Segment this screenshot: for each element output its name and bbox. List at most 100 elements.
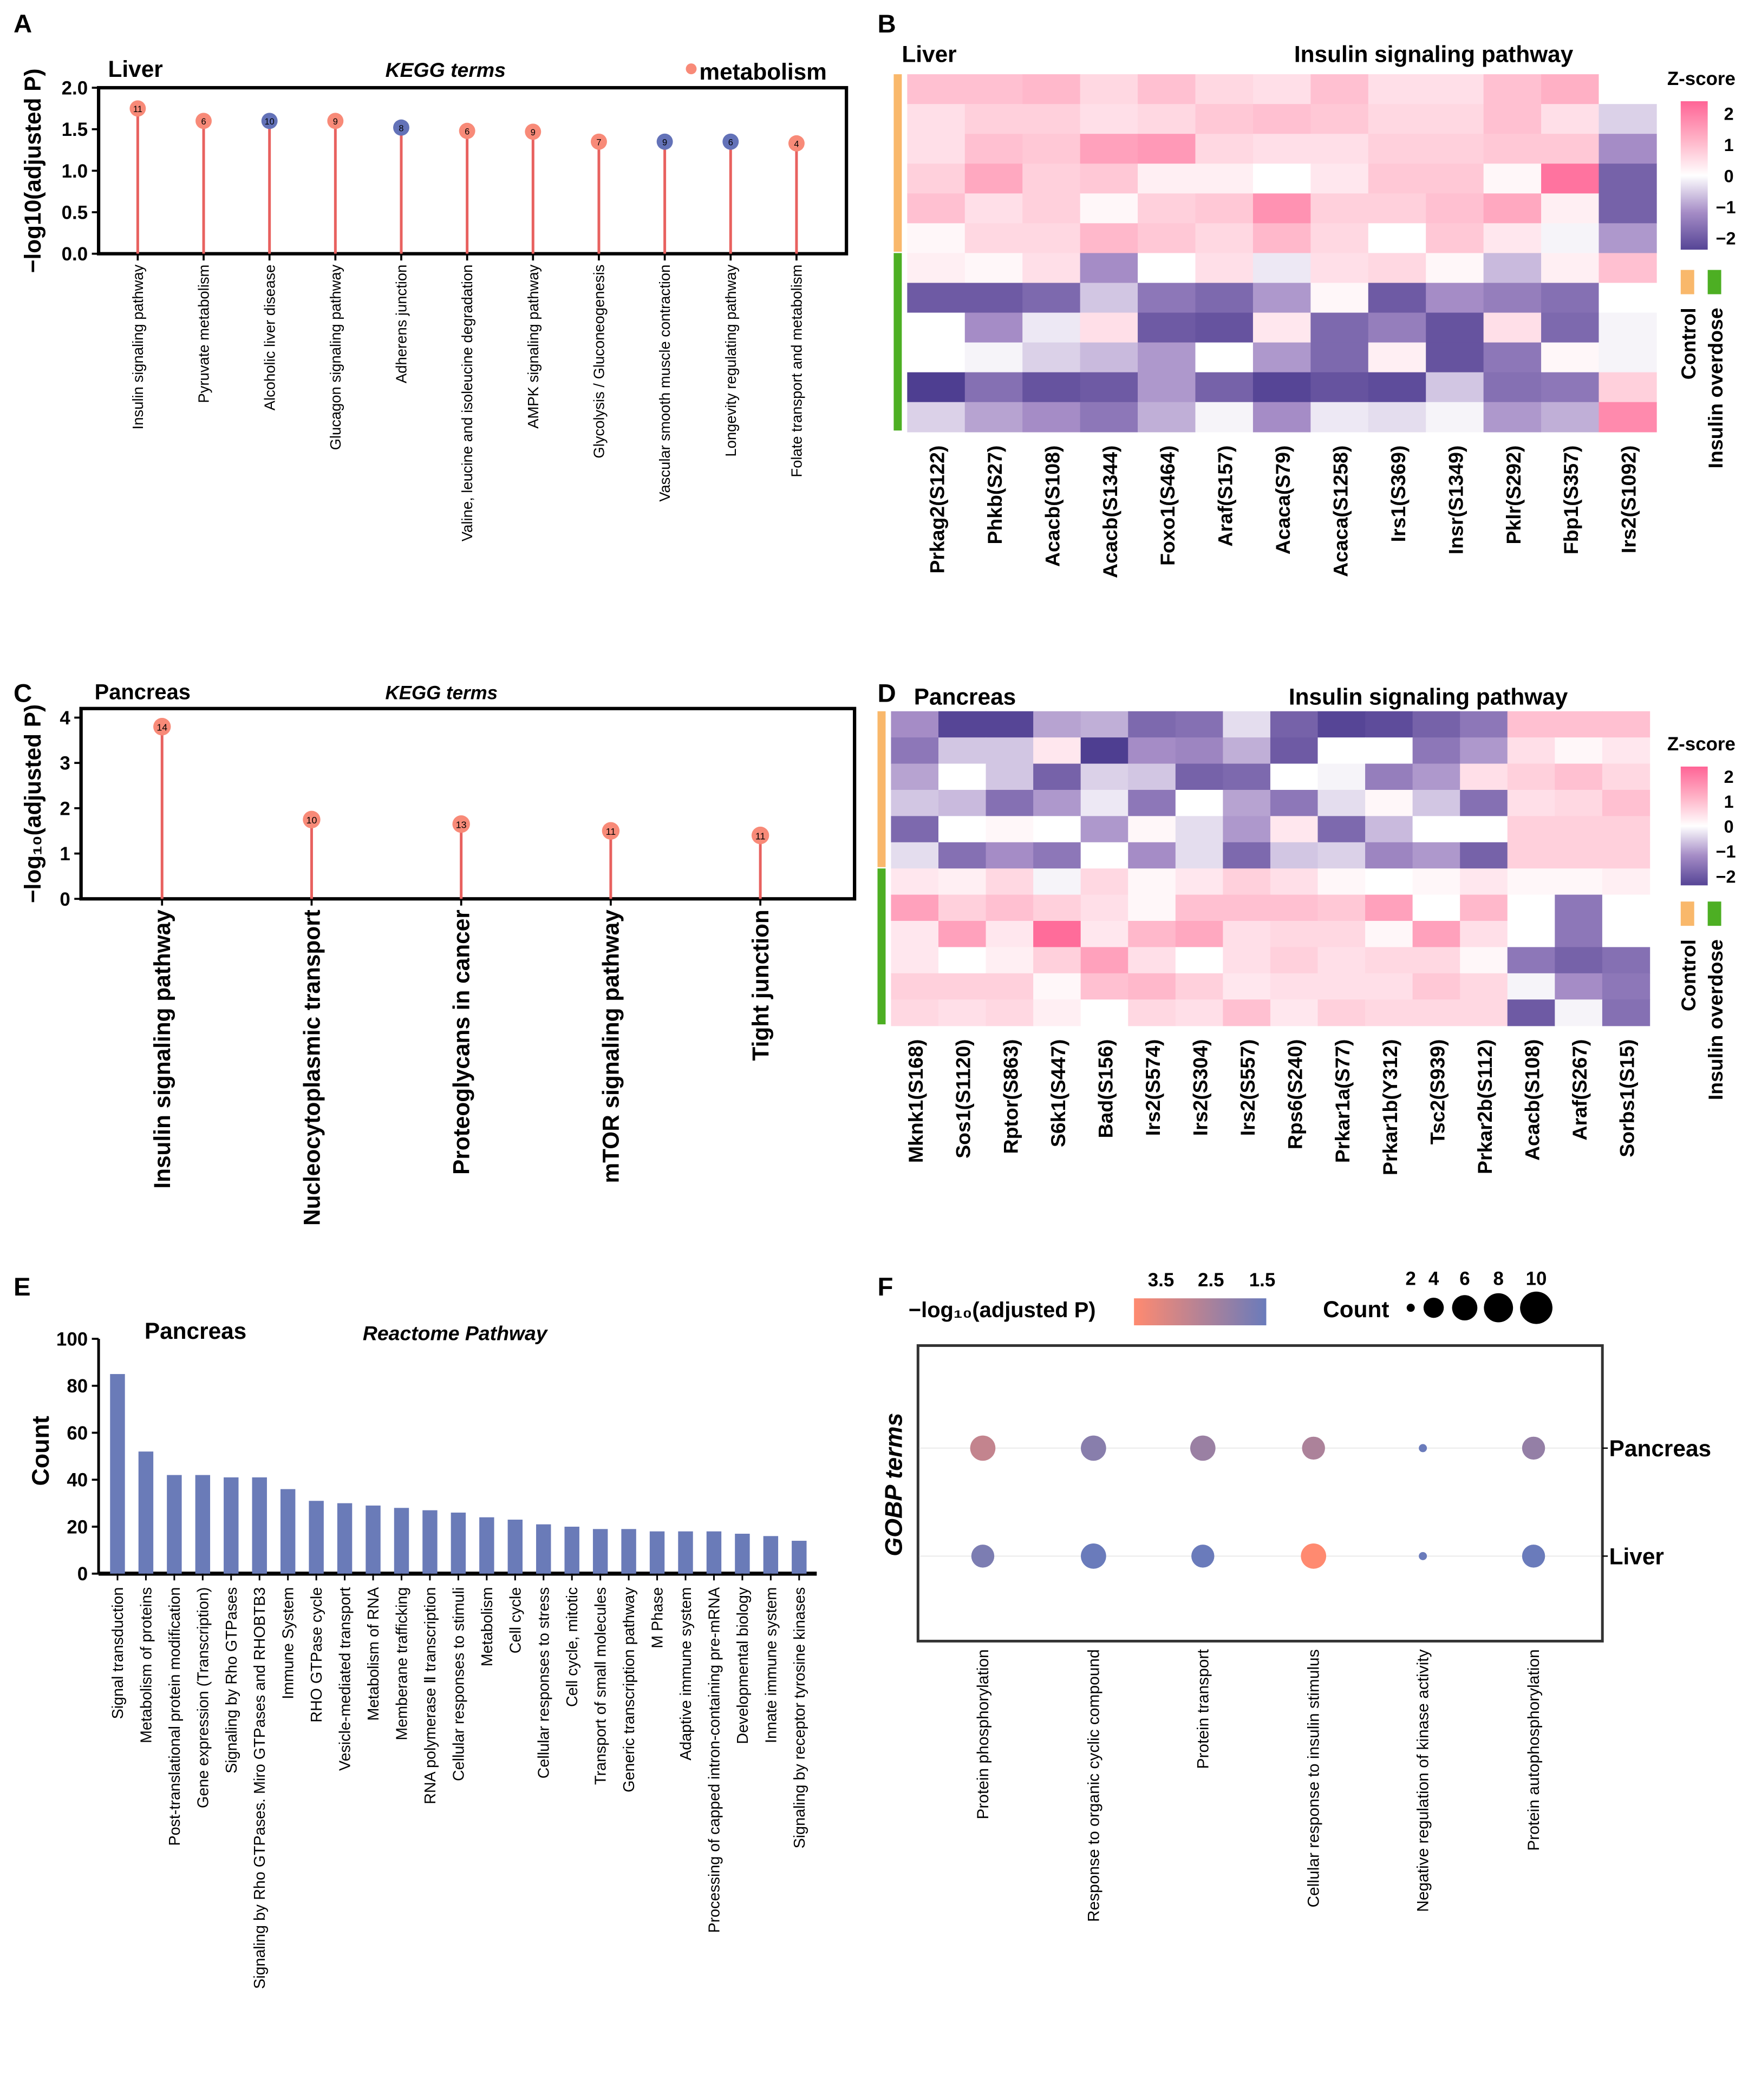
heatmap-cell: [1223, 789, 1271, 817]
x-category-label: Valine, leucine and isoleucine degradati…: [459, 265, 475, 541]
x-category-label: Metabolism of proteins: [138, 1587, 155, 1743]
heatmap-cell: [964, 134, 1023, 165]
bubble: [1419, 1552, 1427, 1560]
heatmap-cell: [1426, 372, 1484, 403]
heatmap-cell: [1483, 104, 1542, 134]
heatmap-cell: [1195, 163, 1254, 194]
heatmap-cell: [1317, 947, 1366, 974]
x-category-label: Signaling by Rho GTPases: [223, 1587, 240, 1774]
heatmap-cell: [1128, 947, 1176, 974]
column-label: Araf(S267): [1568, 1039, 1591, 1141]
heatmap-cell: [1365, 789, 1413, 817]
size-legend-tick: 10: [1526, 1268, 1547, 1289]
tissue-label: Pancreas: [914, 684, 1016, 709]
y-tick-label: 60: [67, 1423, 88, 1444]
y-axis-label: −log₁₀(adjusted P): [20, 704, 45, 903]
heatmap-cell: [1080, 104, 1138, 134]
point-count-label: 4: [794, 139, 799, 149]
heatmap-cell: [1195, 104, 1254, 134]
heatmap-cell: [907, 283, 965, 313]
heatmap-cell: [1270, 999, 1319, 1026]
size-legend-circle: [1406, 1304, 1415, 1312]
bar: [110, 1374, 125, 1574]
heatmap-cell: [1033, 999, 1081, 1026]
heatmap-cell: [1460, 894, 1508, 921]
bubble: [1081, 1543, 1106, 1569]
heatmap-cell: [1541, 223, 1600, 254]
heatmap-cell: [891, 711, 939, 738]
heatmap-cell: [1128, 789, 1176, 817]
heatmap-cell: [938, 921, 987, 948]
bar: [621, 1529, 636, 1574]
heatmap-cell: [1252, 134, 1312, 165]
heatmap-cell: [1602, 973, 1650, 1000]
chart-title: Reactome Pathway: [363, 1322, 549, 1344]
x-category-label: Glycolysis / Gluconeogenesis: [591, 265, 608, 459]
column-label: Irs2(S557): [1236, 1039, 1259, 1136]
heatmap-cell: [1138, 342, 1196, 373]
heatmap-cell: [1541, 163, 1600, 194]
heatmap-cell: [1022, 342, 1081, 373]
color-legend-title: −log₁₀(adjusted P): [909, 1298, 1096, 1322]
bubble: [1522, 1545, 1545, 1568]
heatmap-cell: [1317, 711, 1366, 738]
heatmap-cell: [1412, 711, 1460, 738]
heatmap-cell: [1368, 163, 1426, 194]
z-score-tick-label: 0: [1724, 167, 1734, 186]
column-label: Araf(S157): [1214, 446, 1237, 547]
heatmap-cell: [964, 163, 1023, 194]
heatmap-cell: [986, 711, 1034, 738]
heatmap-cell: [1128, 868, 1176, 895]
control-group-bar: [877, 711, 886, 867]
y-tick-label: 40: [67, 1470, 88, 1491]
row-label: Liver: [1609, 1543, 1664, 1569]
heatmap-cell: [1033, 816, 1081, 843]
heatmap-cell: [891, 999, 939, 1026]
heatmap-cell: [1602, 947, 1650, 974]
lollipop-point: [591, 133, 607, 150]
x-category-label: Protein transport: [1194, 1649, 1212, 1769]
x-category-label: M Phase: [649, 1587, 667, 1648]
heatmap-cell: [1310, 402, 1369, 433]
heatmap-cell: [1426, 74, 1484, 104]
heatmap-cell: [1599, 223, 1657, 254]
lollipop-point: [602, 822, 620, 840]
heatmap-cell: [1412, 973, 1460, 1000]
heatmap-cell: [891, 842, 939, 869]
point-count-label: 8: [399, 123, 403, 133]
bar: [309, 1501, 324, 1574]
heatmap-cell: [986, 973, 1034, 1000]
heatmap-cell: [891, 763, 939, 790]
heatmap-cell: [1252, 283, 1312, 313]
heatmap-cell: [907, 312, 965, 343]
heatmap-cell: [1368, 74, 1426, 104]
heatmap-cell: [1195, 283, 1254, 313]
heatmap-cell: [1138, 74, 1196, 104]
heatmap-cell: [1223, 868, 1271, 895]
column-label: Foxo1(S464): [1156, 446, 1179, 566]
heatmap-cell: [1460, 999, 1508, 1026]
point-count-label: 11: [606, 826, 616, 837]
heatmap-cell: [1365, 894, 1413, 921]
heatmap-cell: [964, 372, 1023, 403]
heatmap-cell: [1310, 193, 1369, 224]
size-legend-circle: [1484, 1293, 1513, 1323]
point-count-label: 6: [728, 138, 733, 147]
heatmap-cell: [1426, 283, 1484, 313]
bar: [479, 1517, 494, 1574]
heatmap-cell: [1365, 816, 1413, 843]
heatmap-cell: [1317, 999, 1366, 1026]
heatmap-cell: [1138, 163, 1196, 194]
lollipop-point: [722, 133, 739, 150]
heatmap-cell: [907, 372, 965, 403]
heatmap-cell: [1175, 711, 1224, 738]
x-category-label: Metabolism: [479, 1587, 496, 1667]
bar: [422, 1510, 438, 1574]
heatmap-cell: [1317, 868, 1366, 895]
heatmap-cell: [1128, 842, 1176, 869]
bar: [507, 1519, 523, 1574]
y-tick-label: 80: [67, 1376, 88, 1397]
heatmap-cell: [1033, 737, 1081, 764]
heatmap-cell: [1033, 789, 1081, 817]
